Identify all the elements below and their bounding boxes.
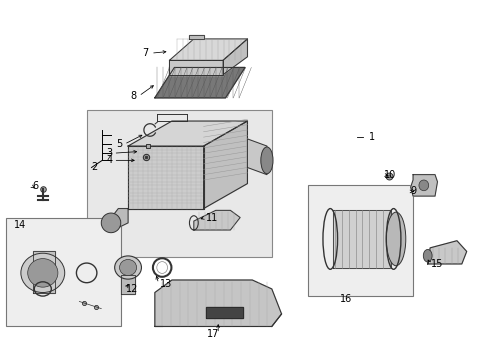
Polygon shape — [189, 35, 203, 39]
Text: 12: 12 — [125, 284, 138, 294]
Polygon shape — [128, 146, 203, 208]
Text: 2: 2 — [92, 162, 98, 172]
Polygon shape — [109, 208, 128, 230]
Polygon shape — [203, 121, 247, 208]
Ellipse shape — [115, 256, 142, 279]
Polygon shape — [155, 280, 282, 327]
Text: 1: 1 — [369, 132, 375, 142]
Text: 9: 9 — [411, 186, 417, 197]
Polygon shape — [411, 175, 438, 196]
Polygon shape — [206, 307, 243, 318]
Text: 10: 10 — [384, 170, 396, 180]
Polygon shape — [247, 139, 267, 175]
Text: 11: 11 — [206, 212, 218, 222]
Text: 16: 16 — [340, 294, 352, 303]
Polygon shape — [155, 67, 245, 98]
Ellipse shape — [120, 260, 137, 275]
Text: 5: 5 — [116, 139, 122, 149]
Polygon shape — [194, 210, 240, 230]
Ellipse shape — [386, 212, 406, 266]
Ellipse shape — [261, 147, 273, 174]
Polygon shape — [121, 275, 135, 294]
Bar — [87, 111, 272, 257]
Text: 15: 15 — [431, 259, 443, 269]
Polygon shape — [128, 121, 247, 146]
Ellipse shape — [21, 253, 65, 293]
Polygon shape — [170, 39, 247, 60]
Text: 6: 6 — [32, 181, 38, 192]
Bar — [6, 217, 121, 327]
Text: 7: 7 — [143, 48, 149, 58]
Ellipse shape — [419, 180, 429, 191]
Ellipse shape — [423, 249, 432, 262]
Text: 4: 4 — [106, 156, 112, 165]
Polygon shape — [33, 251, 55, 293]
Text: 14: 14 — [14, 220, 26, 230]
Text: 8: 8 — [130, 91, 137, 101]
Polygon shape — [428, 241, 466, 264]
Text: 3: 3 — [106, 148, 112, 158]
Polygon shape — [170, 60, 223, 75]
Ellipse shape — [28, 258, 58, 287]
Polygon shape — [223, 39, 247, 75]
Polygon shape — [333, 210, 391, 267]
Text: 13: 13 — [160, 279, 172, 289]
Ellipse shape — [101, 213, 121, 233]
Text: 17: 17 — [207, 329, 220, 339]
Bar — [308, 185, 413, 296]
